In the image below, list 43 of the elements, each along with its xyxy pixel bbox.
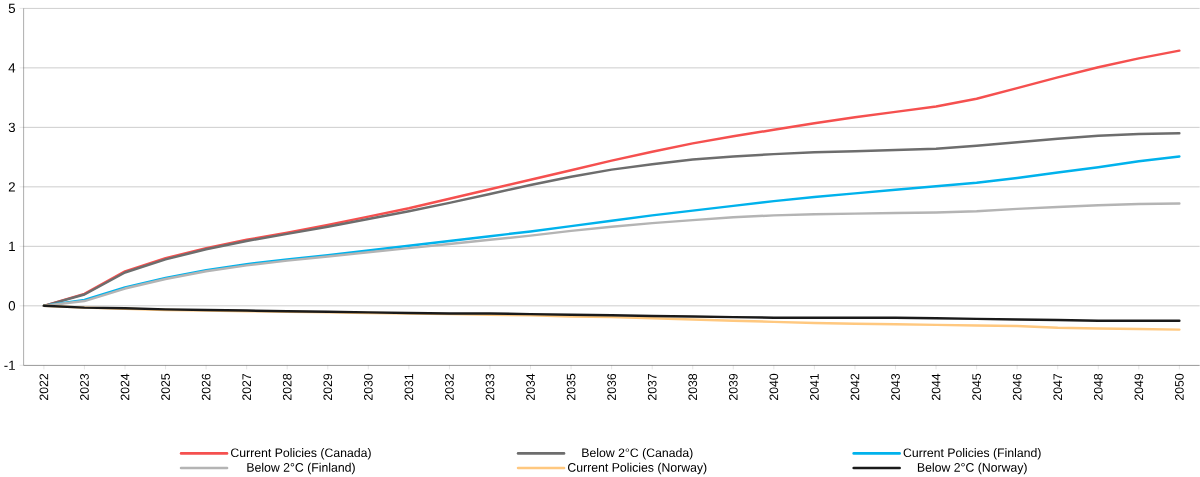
y-tick-label: 4 — [8, 63, 16, 73]
legend-label: Current Policies (Norway) — [568, 462, 707, 474]
x-tick-label: 2027 — [242, 373, 252, 400]
x-tick-label: 2042 — [850, 373, 860, 400]
legend-label: Current Policies (Finland) — [903, 447, 1041, 460]
x-tick-label: 2037 — [647, 373, 657, 400]
y-tick-label: 3 — [8, 122, 15, 132]
x-tick-label: 2035 — [566, 373, 576, 400]
y-tick-label: 2 — [8, 182, 15, 192]
y-tick-label: -1 — [4, 360, 15, 370]
legend-label: Below 2°C (Canada) — [582, 447, 693, 460]
x-tick-label: 2049 — [1134, 373, 1144, 400]
x-tick-label: 2040 — [769, 373, 779, 400]
x-tick-label: 2043 — [891, 373, 900, 400]
line-series — [42, 202, 1181, 307]
x-tick-label: 2034 — [526, 373, 535, 400]
x-tick-label: 2026 — [201, 373, 211, 400]
x-tick-label: 2050 — [1175, 373, 1184, 400]
x-tick-label: 2023 — [80, 373, 89, 400]
x-tick-label: 2031 — [404, 373, 414, 400]
x-tick-label: 2028 — [282, 373, 292, 400]
x-tick-label: 2025 — [161, 373, 170, 400]
x-tick-label: 2029 — [323, 373, 333, 400]
legend-label: Current Policies (Canada) — [231, 447, 371, 460]
x-tick-label: 2039 — [728, 373, 738, 400]
y-tick-label: 0 — [8, 300, 16, 311]
y-tick-label: 5 — [8, 3, 16, 13]
x-tick-label: 2047 — [1053, 373, 1063, 400]
x-tick-label: 2044 — [931, 373, 941, 400]
x-tick-label: 2022 — [39, 373, 49, 400]
legend-label: Below 2°C (Norway) — [917, 462, 1027, 474]
x-tick-label: 2048 — [1093, 373, 1103, 400]
legend-label: Below 2°C (Finland) — [247, 462, 355, 474]
x-tick-label: 2038 — [688, 373, 698, 400]
x-tick-label: 2041 — [810, 373, 819, 400]
x-tick-label: 2030 — [363, 373, 373, 400]
x-tick-label: 2033 — [485, 373, 495, 400]
x-tick-label: 2046 — [1012, 373, 1022, 400]
x-tick-label: 2032 — [445, 373, 454, 400]
x-tick-label: 2045 — [972, 373, 981, 400]
y-tick-label: 1 — [9, 241, 15, 251]
x-tick-label: 2024 — [120, 373, 130, 400]
x-tick-label: 2036 — [607, 373, 616, 400]
